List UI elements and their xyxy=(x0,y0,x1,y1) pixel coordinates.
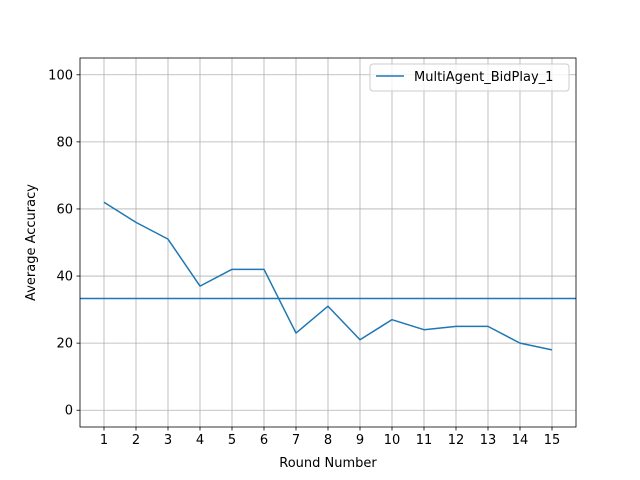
y-axis-label: Average Accuracy xyxy=(24,184,39,301)
grid xyxy=(80,58,576,427)
x-tick-label: 12 xyxy=(448,433,465,448)
x-tick-label: 9 xyxy=(356,433,364,448)
x-tick-label: 1 xyxy=(100,433,108,448)
x-axis-label: Round Number xyxy=(279,456,377,471)
x-tick-label: 11 xyxy=(416,433,433,448)
series-line xyxy=(103,201,553,351)
y-tick-label: 0 xyxy=(65,404,73,419)
legend: MultiAgent_BidPlay_1 xyxy=(369,63,570,92)
x-tick-label: 10 xyxy=(384,433,401,448)
legend-box xyxy=(369,63,570,92)
y-tick-label: 20 xyxy=(56,337,73,352)
y-tick-label: 60 xyxy=(56,202,73,217)
x-tick-label: 8 xyxy=(324,433,332,448)
x-tick-label: 7 xyxy=(292,433,300,448)
x-tick-label: 15 xyxy=(544,433,561,448)
y-tick-label: 80 xyxy=(56,135,73,150)
y-tick-label: 100 xyxy=(48,68,73,83)
x-tick-label: 14 xyxy=(512,433,529,448)
x-tick-label: 3 xyxy=(164,433,172,448)
x-tick-label: 6 xyxy=(260,433,268,448)
x-tick-label: 13 xyxy=(480,433,497,448)
legend-label: MultiAgent_BidPlay_1 xyxy=(414,70,553,85)
plot-frame xyxy=(79,57,577,428)
x-tick-label: 2 xyxy=(132,433,140,448)
y-tick-label: 40 xyxy=(56,270,73,285)
x-tick-label: 5 xyxy=(228,433,236,448)
x-tick-label: 4 xyxy=(196,433,204,448)
